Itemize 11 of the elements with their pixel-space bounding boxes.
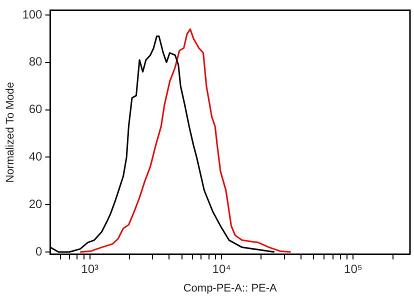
y-tick-label: 80 <box>28 54 43 69</box>
x-tick-label: 10⁵ <box>344 262 362 276</box>
y-tick-label: 100 <box>22 7 43 22</box>
y-tick-label: 0 <box>36 244 43 258</box>
y-tick-label: 60 <box>28 102 43 116</box>
y-axis-title: Normalized To Mode <box>4 82 17 183</box>
x-tick-label: 10⁴ <box>212 262 231 276</box>
x-tick-label: 10³ <box>81 262 99 276</box>
x-axis-title: Comp-PE-A:: PE-A <box>183 282 278 294</box>
y-tick-label: 40 <box>28 150 43 164</box>
y-tick-label: 20 <box>28 196 43 211</box>
